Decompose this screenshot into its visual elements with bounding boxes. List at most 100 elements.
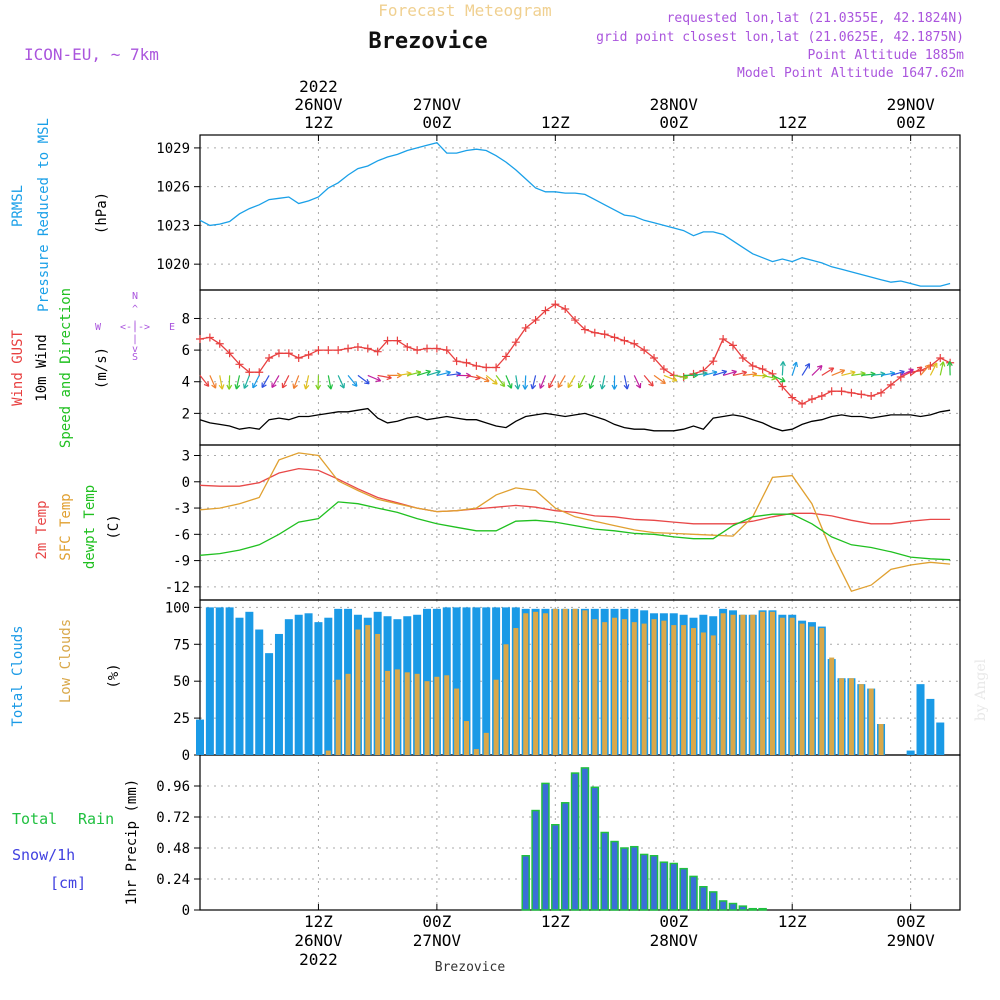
gust-series-point bbox=[827, 387, 836, 396]
wind-arrow bbox=[791, 361, 798, 376]
wind-arrow bbox=[281, 375, 290, 389]
wind-label-2: 10m Wind bbox=[34, 334, 50, 401]
cloud-label-2: Low Clouds bbox=[58, 619, 74, 703]
gust-series-point bbox=[363, 344, 372, 353]
total-cloud-bar bbox=[284, 619, 293, 755]
y-tick-label: 1026 bbox=[156, 180, 190, 196]
low-cloud-bar bbox=[463, 721, 469, 755]
wind-arrow bbox=[861, 373, 876, 377]
low-cloud-bar bbox=[335, 679, 341, 755]
wind-label-1: Wind GUST bbox=[10, 330, 26, 406]
y-tick-label: 25 bbox=[173, 711, 190, 727]
wind-arrow bbox=[337, 375, 345, 389]
wind-arrow-head bbox=[792, 361, 799, 368]
wind-arrow-head bbox=[499, 381, 506, 388]
panel-temperature: -12 -9 -6 -3 0 3 bbox=[165, 444, 961, 601]
svg-text:<-|->: <-|-> bbox=[120, 322, 150, 333]
wind-arrow bbox=[531, 375, 537, 390]
wind-arrow-head bbox=[364, 378, 370, 385]
wind-arrow bbox=[524, 375, 527, 390]
gust-series-point bbox=[344, 344, 353, 353]
bottom-year-label: 2022 bbox=[299, 950, 338, 969]
low-cloud-bar bbox=[878, 724, 884, 755]
wind-arrow bbox=[505, 375, 512, 389]
low-cloud-bar bbox=[592, 619, 598, 755]
low-cloud-bar bbox=[414, 673, 420, 755]
y-tick-label: -9 bbox=[173, 554, 190, 570]
wind-arrow-head bbox=[281, 382, 287, 389]
wind-arrow-head bbox=[946, 361, 953, 367]
gust-series-point bbox=[837, 387, 846, 396]
total-cloud-bar bbox=[906, 750, 915, 755]
wind-arrow bbox=[673, 374, 688, 379]
gust-series-point bbox=[610, 333, 619, 342]
gust-series-point bbox=[294, 354, 303, 363]
low-cloud-bar bbox=[760, 611, 766, 755]
wind-series bbox=[199, 407, 951, 432]
wind-arrow bbox=[762, 374, 777, 380]
gust-series-point bbox=[235, 360, 244, 369]
temp-label-2: SFC Temp bbox=[58, 493, 74, 560]
rain-bar bbox=[728, 902, 738, 911]
wind-arrow-head bbox=[588, 383, 595, 389]
low-cloud-bar bbox=[493, 679, 499, 755]
rain-bar bbox=[630, 845, 639, 911]
wind-arrow bbox=[811, 365, 823, 376]
wind-arrow-head bbox=[492, 379, 498, 385]
gust-series-point bbox=[709, 357, 718, 366]
low-cloud-bar bbox=[809, 626, 815, 755]
precip-bars bbox=[200, 767, 960, 911]
rain-bar bbox=[580, 767, 590, 911]
gust-series-point bbox=[738, 354, 747, 363]
total-cloud-bar bbox=[225, 607, 234, 755]
low-cloud-bar bbox=[621, 619, 627, 755]
low-cloud-bar bbox=[542, 613, 548, 755]
wind-arrow-head bbox=[271, 382, 277, 389]
wind-arrow bbox=[567, 375, 576, 388]
wind-arrow bbox=[426, 370, 441, 376]
wind-arrow-head bbox=[924, 364, 931, 370]
panel-frame bbox=[199, 599, 961, 756]
wind-arrow-head bbox=[425, 369, 431, 376]
total-cloud-bar bbox=[274, 633, 283, 755]
rain-bar bbox=[521, 855, 530, 911]
wind-arrow-head bbox=[435, 369, 441, 376]
top-date-label: 27NOV bbox=[413, 95, 462, 114]
gust-series-point bbox=[215, 339, 224, 348]
low-cloud-bar bbox=[720, 613, 726, 755]
panel-frame bbox=[199, 134, 961, 291]
wind-arrow-head bbox=[577, 382, 584, 389]
wind-arrow bbox=[293, 375, 300, 389]
wind-arrow-head bbox=[243, 383, 249, 389]
wind-arrow bbox=[920, 364, 931, 376]
gust-series-point bbox=[274, 349, 283, 358]
wind-arrow-head bbox=[908, 368, 914, 374]
wind-arrow bbox=[271, 375, 280, 388]
wind-arrow-head bbox=[780, 361, 786, 367]
svg-text:v: v bbox=[132, 344, 138, 355]
wind-arrow-head bbox=[671, 376, 678, 382]
wind-arrow bbox=[703, 371, 718, 376]
wind-unit: (m/s) bbox=[94, 347, 110, 389]
rain-bar bbox=[649, 855, 659, 911]
top-date-label: 29NOV bbox=[887, 95, 936, 114]
low-cloud-bar bbox=[355, 629, 361, 755]
low-cloud-bar bbox=[740, 614, 746, 755]
low-cloud-bar bbox=[819, 628, 825, 755]
wind-arrow bbox=[466, 374, 481, 379]
rain-bar bbox=[590, 786, 600, 911]
wind-arrow bbox=[515, 375, 519, 390]
low-cloud-bar bbox=[523, 613, 529, 755]
bottom-hour-label: 00Z bbox=[422, 912, 451, 931]
rain-bar bbox=[738, 905, 748, 911]
wind-arrow-head bbox=[557, 382, 563, 389]
gust-series-point bbox=[847, 388, 856, 397]
gust-series-point bbox=[511, 338, 520, 347]
wind-arrow bbox=[732, 371, 747, 376]
precip-label-cm: [cm] bbox=[50, 874, 86, 892]
cloud-bars bbox=[196, 607, 945, 755]
wind-arrow bbox=[939, 361, 944, 376]
wind-arrow-head bbox=[530, 384, 537, 390]
gust-series-point bbox=[373, 347, 382, 356]
wind-arrow bbox=[722, 370, 737, 376]
